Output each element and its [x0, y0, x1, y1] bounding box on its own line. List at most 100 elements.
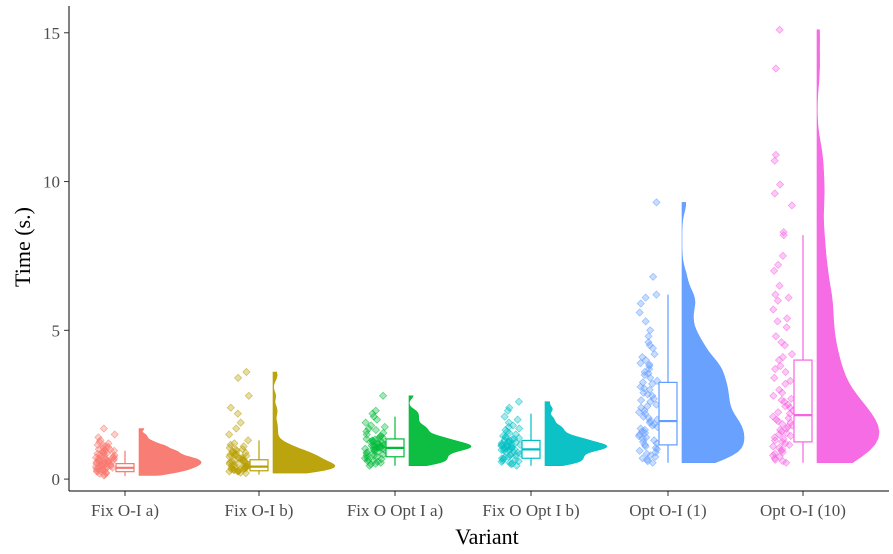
data-point	[784, 293, 793, 302]
data-point	[380, 422, 389, 432]
data-point	[651, 452, 660, 461]
data-point	[497, 441, 506, 450]
data-point	[641, 293, 650, 302]
data-point	[770, 449, 780, 458]
data-point	[98, 447, 108, 456]
data-point	[362, 434, 371, 443]
data-point	[769, 305, 778, 314]
data-point	[783, 400, 793, 409]
data-point	[227, 461, 236, 470]
data-point	[771, 332, 780, 341]
data-point	[97, 461, 107, 470]
x-axis-title: Variant	[455, 524, 519, 549]
data-point	[106, 445, 115, 454]
data-point	[649, 394, 658, 403]
data-point	[232, 445, 241, 454]
data-point	[638, 454, 647, 463]
data-point	[777, 396, 786, 405]
data-point	[373, 440, 383, 449]
data-point	[241, 464, 250, 473]
data-point	[651, 448, 660, 457]
data-point	[644, 338, 653, 347]
data-point	[640, 370, 649, 380]
data-point	[226, 403, 235, 412]
data-point	[233, 409, 242, 418]
data-point	[230, 456, 239, 465]
data-point	[642, 455, 652, 464]
data-point	[651, 443, 660, 452]
data-point	[635, 446, 644, 455]
data-point	[773, 296, 782, 305]
data-point	[643, 402, 652, 411]
data-point	[774, 408, 783, 417]
data-point	[775, 443, 784, 452]
data-point	[785, 403, 795, 412]
data-point	[372, 415, 382, 424]
data-point	[645, 361, 654, 371]
data-point	[771, 290, 780, 299]
data-point	[369, 412, 378, 421]
data-point	[110, 430, 119, 439]
data-point	[640, 440, 649, 449]
data-point	[497, 445, 506, 454]
data-point	[646, 451, 655, 460]
data-point	[103, 456, 112, 465]
data-point	[785, 440, 794, 449]
data-point	[778, 251, 787, 260]
data-point	[778, 437, 787, 446]
data-point	[770, 156, 779, 165]
data-point	[364, 424, 373, 433]
data-point	[786, 376, 795, 385]
points-layer	[91, 25, 797, 480]
data-point	[97, 465, 106, 474]
data-point	[773, 317, 782, 326]
data-point	[95, 455, 104, 464]
data-point	[644, 332, 653, 341]
data-point	[642, 449, 651, 458]
data-point	[234, 459, 243, 468]
data-point	[232, 424, 241, 433]
data-point	[770, 266, 779, 275]
data-point	[778, 388, 787, 397]
x-tick-label: Opt O-I (1)	[629, 501, 706, 520]
data-point	[776, 361, 785, 371]
data-point	[649, 272, 658, 281]
data-point	[513, 415, 522, 424]
y-tick-label: 15	[43, 24, 60, 43]
data-point	[783, 422, 792, 432]
data-point	[504, 418, 513, 427]
data-point	[641, 356, 650, 365]
data-point	[648, 344, 657, 353]
data-point	[91, 462, 101, 471]
data-point	[776, 180, 785, 189]
box-body	[793, 359, 813, 443]
data-point	[500, 412, 509, 421]
data-point	[378, 438, 387, 447]
data-point	[635, 408, 644, 417]
data-point	[779, 231, 788, 240]
data-point	[769, 391, 778, 400]
data-point	[638, 427, 647, 436]
data-point	[648, 391, 657, 400]
data-point	[239, 442, 248, 451]
data-point	[638, 353, 647, 362]
x-tick-label: Fix O Opt I a)	[347, 501, 443, 520]
x-tick-label: Fix O-I a)	[91, 501, 159, 520]
data-point	[637, 396, 646, 405]
data-point	[782, 458, 791, 467]
data-point	[368, 437, 377, 446]
data-point	[106, 461, 115, 471]
data-point	[769, 442, 778, 451]
data-point	[781, 367, 790, 377]
data-point	[650, 350, 659, 359]
y-axis-title: Time (s.)	[10, 207, 35, 287]
data-point	[369, 456, 378, 465]
data-point	[503, 406, 512, 415]
data-point	[636, 359, 645, 368]
data-point	[648, 379, 657, 388]
data-point	[375, 432, 385, 441]
data-point	[652, 198, 661, 207]
data-point	[377, 454, 386, 463]
data-point	[634, 431, 644, 441]
density-cloud	[681, 202, 745, 463]
